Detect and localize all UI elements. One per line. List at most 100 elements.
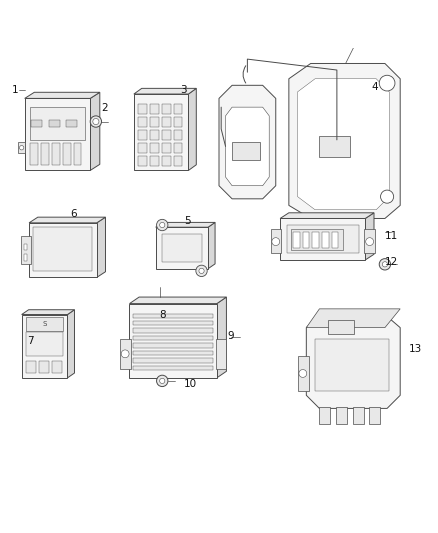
Text: 12: 12 xyxy=(385,257,398,267)
Bar xyxy=(29,223,97,277)
Bar xyxy=(303,231,309,248)
Bar xyxy=(138,117,147,127)
Circle shape xyxy=(93,118,99,125)
Bar xyxy=(138,104,147,114)
Bar xyxy=(162,104,170,114)
Bar xyxy=(52,143,60,165)
Bar xyxy=(130,304,217,378)
Bar xyxy=(322,231,328,248)
Text: S: S xyxy=(42,321,47,327)
Bar xyxy=(63,143,71,165)
Circle shape xyxy=(366,238,374,246)
Polygon shape xyxy=(29,217,106,223)
Bar xyxy=(336,407,347,424)
Bar xyxy=(150,104,159,114)
Bar xyxy=(280,219,365,260)
Text: 10: 10 xyxy=(184,379,197,390)
Polygon shape xyxy=(25,92,100,99)
Circle shape xyxy=(382,262,388,267)
Polygon shape xyxy=(219,85,276,199)
Bar xyxy=(134,94,188,171)
Bar xyxy=(133,313,213,318)
Bar xyxy=(133,336,213,340)
Bar xyxy=(162,234,201,262)
Bar xyxy=(138,130,147,140)
Polygon shape xyxy=(188,88,196,171)
Polygon shape xyxy=(90,92,100,171)
Circle shape xyxy=(381,190,394,203)
Polygon shape xyxy=(226,107,269,185)
Text: 13: 13 xyxy=(409,344,422,354)
Bar xyxy=(133,366,213,370)
Bar xyxy=(26,361,35,374)
Bar xyxy=(21,236,31,264)
Bar xyxy=(138,157,147,166)
Circle shape xyxy=(196,265,207,277)
Circle shape xyxy=(379,75,395,91)
Polygon shape xyxy=(97,217,106,277)
Text: 3: 3 xyxy=(180,85,186,95)
Circle shape xyxy=(19,146,24,150)
Bar xyxy=(133,343,213,348)
Polygon shape xyxy=(365,213,374,260)
Circle shape xyxy=(121,350,129,358)
Bar xyxy=(24,254,27,261)
Text: 2: 2 xyxy=(101,103,108,114)
Bar xyxy=(155,227,208,269)
Bar xyxy=(150,130,159,140)
Bar xyxy=(364,229,375,253)
Bar xyxy=(315,338,389,391)
Bar xyxy=(133,321,213,326)
Text: 7: 7 xyxy=(27,336,34,346)
Polygon shape xyxy=(155,222,215,227)
Bar xyxy=(150,157,159,166)
Bar xyxy=(26,332,63,356)
Bar xyxy=(26,317,63,331)
Bar xyxy=(287,225,359,253)
Bar xyxy=(173,157,182,166)
Text: 9: 9 xyxy=(228,332,234,341)
Polygon shape xyxy=(217,297,226,378)
Circle shape xyxy=(156,220,168,231)
Bar xyxy=(66,120,77,127)
Polygon shape xyxy=(280,213,374,219)
Polygon shape xyxy=(67,310,74,378)
Bar xyxy=(133,328,213,333)
Bar xyxy=(120,338,131,369)
Bar xyxy=(319,407,330,424)
Bar xyxy=(271,229,282,253)
Bar xyxy=(173,104,182,114)
Circle shape xyxy=(379,259,391,270)
Bar xyxy=(162,143,170,153)
Polygon shape xyxy=(18,142,25,153)
Polygon shape xyxy=(134,88,196,94)
Bar xyxy=(162,117,170,127)
Text: 5: 5 xyxy=(184,216,191,225)
Circle shape xyxy=(272,238,280,246)
Polygon shape xyxy=(130,297,226,304)
Bar xyxy=(369,407,380,424)
Bar xyxy=(150,117,159,127)
Bar xyxy=(162,130,170,140)
Polygon shape xyxy=(306,309,400,328)
Bar xyxy=(33,227,92,271)
Bar xyxy=(150,143,159,153)
Bar xyxy=(215,338,226,369)
Text: 11: 11 xyxy=(385,231,398,241)
Text: 4: 4 xyxy=(372,83,378,93)
Bar xyxy=(74,143,81,165)
Polygon shape xyxy=(21,310,74,314)
Bar xyxy=(291,229,343,251)
Bar xyxy=(328,320,354,334)
Polygon shape xyxy=(297,79,389,210)
Bar xyxy=(332,231,338,248)
Bar xyxy=(41,143,49,165)
Polygon shape xyxy=(208,222,215,269)
Bar xyxy=(173,130,182,140)
Bar xyxy=(312,231,319,248)
Circle shape xyxy=(299,369,307,377)
Bar xyxy=(49,120,60,127)
Bar xyxy=(30,107,85,140)
Bar xyxy=(52,361,62,374)
Circle shape xyxy=(199,268,204,273)
